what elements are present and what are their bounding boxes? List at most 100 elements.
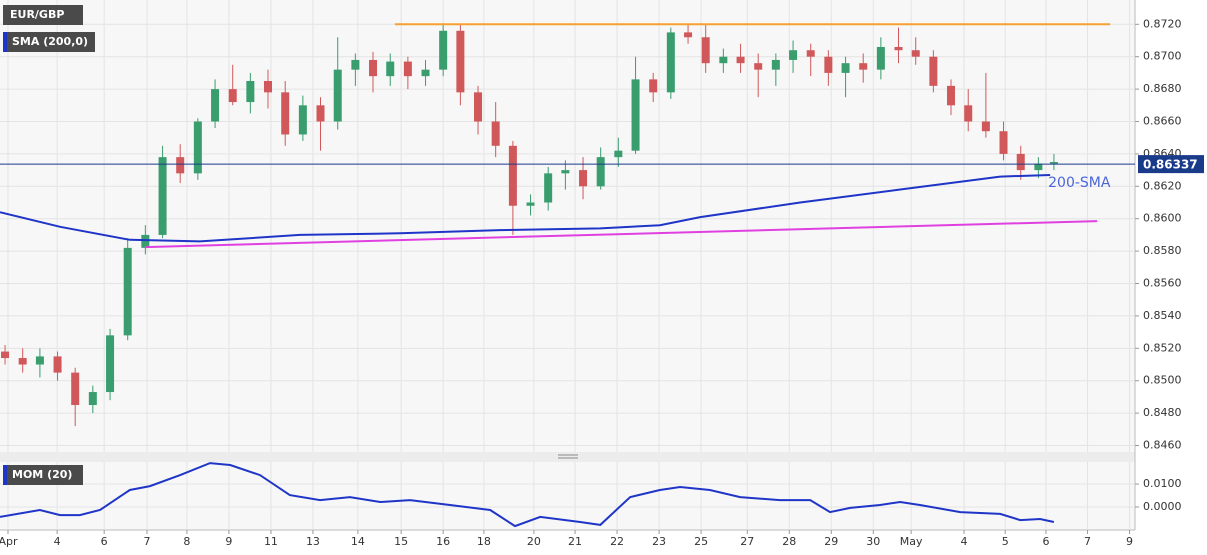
x-tick-label: 23 [652, 535, 666, 548]
candle-body [911, 50, 920, 57]
y-tick-label: 0.0000 [1143, 500, 1182, 513]
candle-body [859, 63, 868, 70]
candle-body [403, 61, 412, 77]
indicator-swatch [3, 32, 7, 52]
candle-body [929, 56, 938, 86]
candle-body [491, 121, 500, 146]
y-tick-label: 0.8580 [1143, 244, 1182, 257]
candle-body [999, 131, 1008, 154]
y-tick-label: 0.8540 [1143, 309, 1182, 322]
x-tick-label: 8 [183, 535, 190, 548]
panel-divider [0, 452, 1135, 462]
candle-body [333, 69, 342, 122]
x-tick-label: 13 [306, 535, 320, 548]
x-tick-label: 27 [740, 535, 754, 548]
candle-body [351, 59, 360, 70]
candle-body [649, 79, 658, 93]
x-tick-label: 20 [527, 535, 541, 548]
x-tick-label: May [900, 535, 923, 548]
x-tick-label: 21 [568, 535, 582, 548]
momentum-box [3, 465, 83, 485]
y-tick-label: 0.8700 [1143, 50, 1182, 63]
candle-body [246, 81, 255, 103]
x-tick-label: 6 [101, 535, 108, 548]
x-tick-label: 18 [477, 535, 491, 548]
candle-body [947, 85, 956, 106]
candle-body [614, 150, 623, 158]
candle-body [666, 32, 675, 93]
candle-body [1049, 162, 1058, 164]
last-price-label: 0.86337 [1143, 158, 1198, 172]
y-tick-label: 0.8720 [1143, 17, 1182, 30]
candle-body [754, 63, 763, 70]
x-tick-label: 30 [866, 535, 880, 548]
candle-body [631, 79, 640, 151]
candle-body [824, 56, 833, 73]
x-tick-label: 7 [144, 535, 151, 548]
candle-body [876, 46, 885, 70]
candle-body [544, 173, 553, 203]
candle-body [263, 81, 272, 93]
indicator-label: SMA (200,0) [12, 35, 88, 48]
x-tick-label: Apr [0, 535, 18, 548]
indicator-box [3, 32, 95, 52]
candle-body [841, 63, 850, 73]
symbol-label: EUR/GBP [10, 8, 64, 21]
candle-body [981, 121, 990, 132]
candle-body [526, 202, 535, 206]
candle-body [421, 69, 430, 77]
x-tick-label: 28 [782, 535, 796, 548]
candle-body [456, 30, 465, 93]
candle-body [53, 356, 62, 373]
candle-body [579, 170, 588, 187]
last-price-box [1138, 155, 1204, 174]
x-tick-label: 4 [961, 535, 968, 548]
y-tick-label: 0.8600 [1143, 212, 1182, 225]
candle-body [141, 234, 150, 248]
candle-body [298, 105, 307, 135]
candle-body [1016, 153, 1025, 171]
candle-body [281, 92, 290, 135]
y-tick-label: 0.8560 [1143, 277, 1182, 290]
candle-body [1, 351, 10, 359]
candle-body [18, 358, 27, 365]
candle-body [228, 89, 237, 103]
x-tick-label: 16 [436, 535, 450, 548]
x-tick-label: 15 [394, 535, 408, 548]
price-panel [0, 0, 1135, 452]
momentum-panel [0, 462, 1135, 530]
x-tick-label: 9 [225, 535, 232, 548]
candle-body [684, 32, 693, 38]
momentum-label: MOM (20) [12, 468, 72, 481]
candle-body [701, 37, 710, 64]
x-tick-label: 7 [1084, 535, 1091, 548]
y-tick-label: 0.8620 [1143, 179, 1182, 192]
candle-body [176, 157, 185, 174]
candle-body [806, 50, 815, 57]
y-tick-label: 0.8480 [1143, 406, 1182, 419]
candle-body [1034, 163, 1043, 171]
y-tick-label: 0.8500 [1143, 374, 1182, 387]
line-series [0, 174, 1051, 243]
candle-body [561, 170, 570, 174]
y-tick-label: 0.8680 [1143, 82, 1182, 95]
candle-body [193, 121, 202, 174]
x-tick-label: 25 [694, 535, 708, 548]
candle-body [789, 50, 798, 60]
x-tick-label: 4 [54, 535, 61, 548]
candle-body [508, 145, 517, 206]
x-tick-label: 14 [351, 535, 365, 548]
candle-body [316, 105, 325, 122]
y-tick-label: 0.0100 [1143, 477, 1182, 490]
candle-body [386, 61, 395, 77]
y-tick-label: 0.8460 [1143, 439, 1182, 452]
candle-body [106, 335, 115, 393]
candle-body [211, 89, 220, 122]
candle-body [474, 92, 483, 122]
symbol-box [3, 5, 83, 25]
candle-body [736, 56, 745, 64]
candle-body [894, 46, 903, 51]
candle-body [719, 56, 728, 64]
